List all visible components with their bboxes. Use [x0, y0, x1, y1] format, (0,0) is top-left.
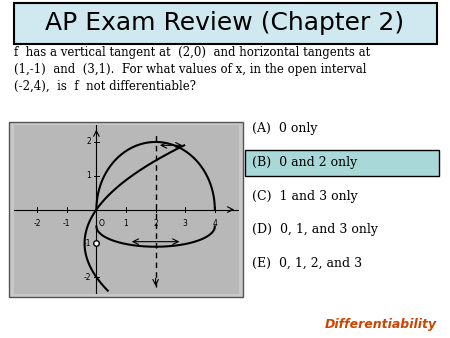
Text: 3: 3	[183, 219, 188, 228]
Text: Differentiability: Differentiability	[324, 318, 436, 331]
Text: 1: 1	[86, 171, 91, 180]
Text: (A)  0 only: (A) 0 only	[252, 122, 318, 135]
FancyBboxPatch shape	[9, 122, 243, 297]
Text: -2: -2	[33, 219, 41, 228]
Text: 1: 1	[124, 219, 128, 228]
FancyBboxPatch shape	[14, 3, 436, 44]
Text: 4: 4	[212, 219, 217, 228]
Text: AP Exam Review (Chapter 2): AP Exam Review (Chapter 2)	[45, 10, 405, 35]
Text: O: O	[99, 219, 105, 228]
Text: (E)  0, 1, 2, and 3: (E) 0, 1, 2, and 3	[252, 257, 362, 270]
Text: (C)  1 and 3 only: (C) 1 and 3 only	[252, 190, 358, 202]
Text: (-2,4),  is  f  not differentiable?: (-2,4), is f not differentiable?	[14, 80, 195, 93]
Text: -2: -2	[84, 273, 91, 282]
Text: (B)  0 and 2 only: (B) 0 and 2 only	[252, 156, 357, 169]
Text: -1: -1	[63, 219, 71, 228]
Text: (D)  0, 1, and 3 only: (D) 0, 1, and 3 only	[252, 223, 378, 236]
Text: 2: 2	[86, 138, 91, 146]
Text: 2: 2	[153, 219, 158, 228]
Text: f  has a vertical tangent at  (2,0)  and horizontal tangents at: f has a vertical tangent at (2,0) and ho…	[14, 46, 370, 59]
FancyBboxPatch shape	[245, 150, 439, 176]
Text: -1: -1	[84, 239, 91, 248]
Text: (1,-1)  and  (3,1).  For what values of x, in the open interval: (1,-1) and (3,1). For what values of x, …	[14, 63, 366, 76]
